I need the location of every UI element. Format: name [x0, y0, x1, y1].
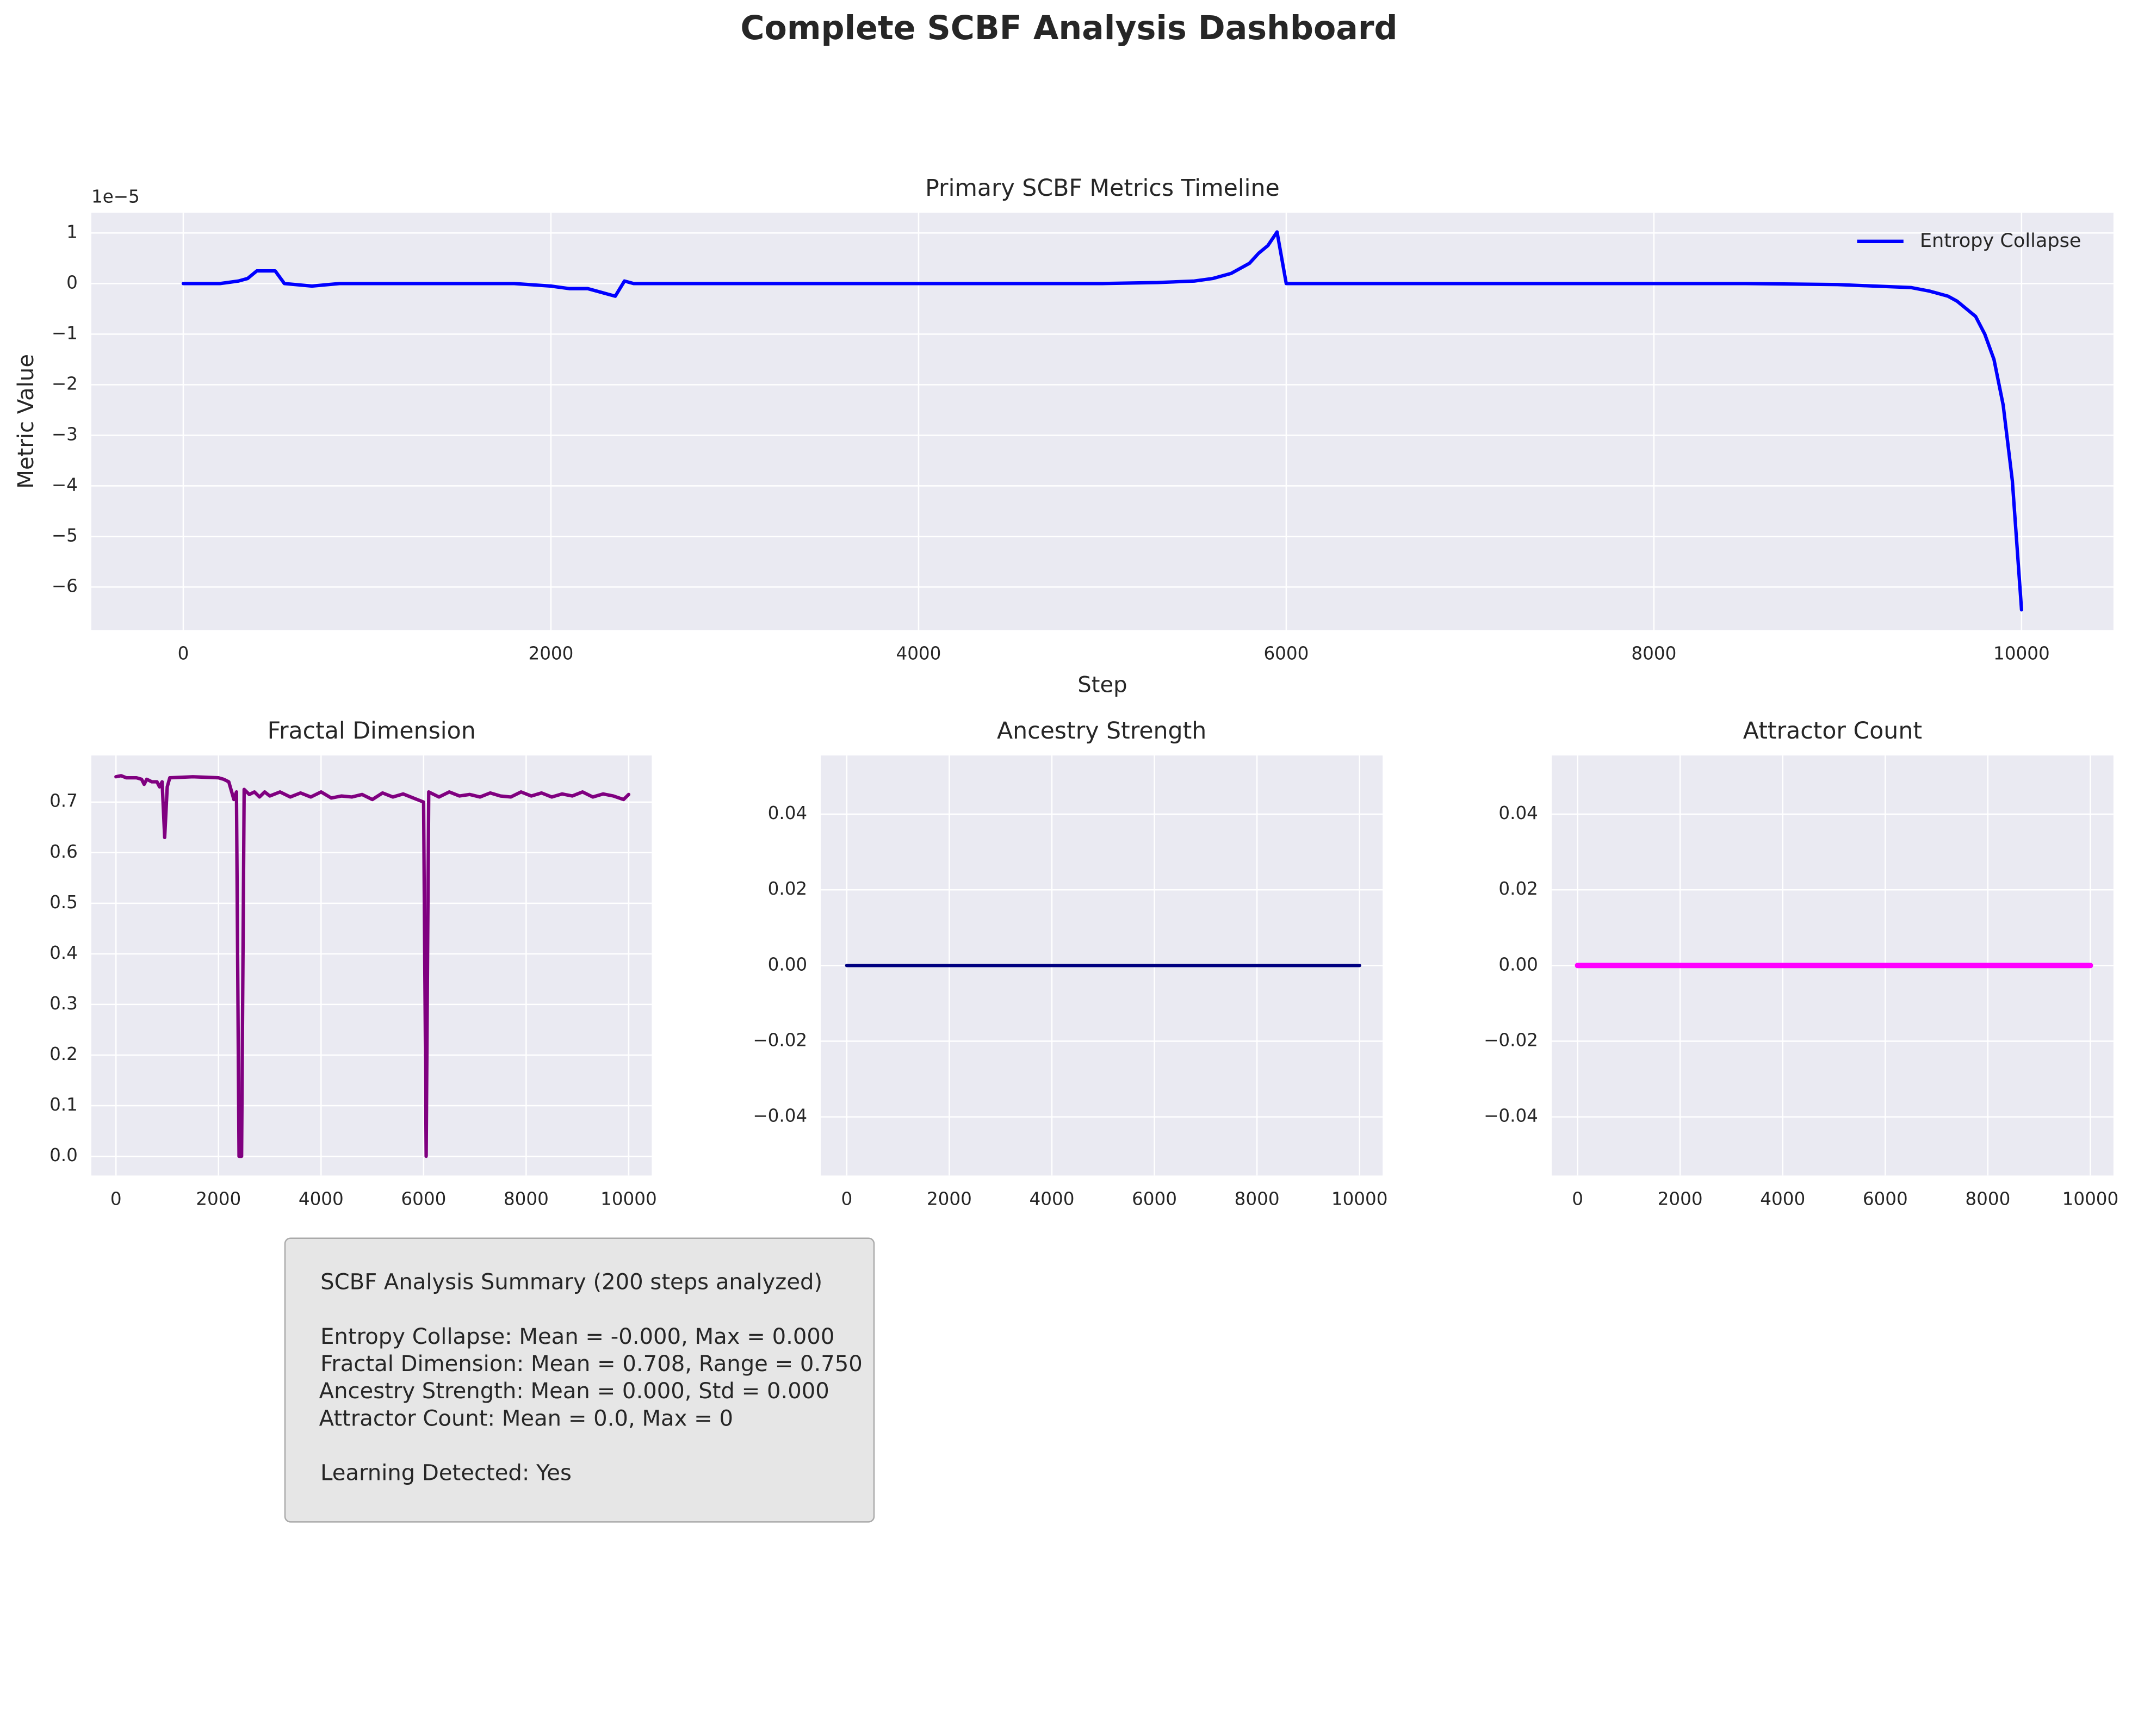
data-line: [181, 230, 2024, 612]
y-tick-label: 0.1: [49, 1094, 78, 1115]
y-tick-label: 0: [66, 272, 78, 293]
summary-line: SCBF Analysis Summary (200 steps analyze…: [320, 1270, 822, 1295]
summary-line: Entropy Collapse: Mean = -0.000, Max = 0…: [320, 1324, 834, 1349]
y-tick-label: 0.00: [768, 954, 808, 975]
data-line: [114, 774, 631, 1158]
x-tick-label: 6000: [1132, 1189, 1177, 1210]
y-tick-label: 0.04: [768, 803, 808, 823]
x-tick-label: 0: [841, 1189, 852, 1210]
x-tick-label: 8000: [1631, 643, 1676, 664]
y-tick-label: −0.02: [1484, 1030, 1538, 1050]
y-tick-label: 0.0: [49, 1145, 78, 1165]
y-tick-label: 0.04: [1498, 803, 1538, 823]
x-tick-label: 6000: [1863, 1189, 1908, 1210]
x-tick-label: 10000: [2062, 1189, 2119, 1210]
x-tick-label: 0: [110, 1189, 122, 1210]
x-axis-label: Step: [1077, 672, 1127, 697]
y-tick-label: 0.02: [1498, 878, 1538, 899]
x-tick-label: 4000: [1760, 1189, 1805, 1210]
axis-offset: 1e−5: [91, 187, 140, 207]
y-tick-label: −0.04: [753, 1106, 807, 1126]
y-tick-label: 0.7: [49, 791, 78, 811]
summary-line: Ancestry Strength: Mean = 0.000, Std = 0…: [319, 1379, 829, 1404]
plot-area: [91, 213, 2114, 630]
y-tick-label: 0.00: [1498, 954, 1538, 975]
x-tick-label: 10000: [1993, 643, 2050, 664]
x-tick-label: 6000: [1263, 643, 1309, 664]
x-tick-label: 2000: [528, 643, 573, 664]
y-tick-label: 0.5: [49, 892, 78, 913]
x-tick-label: 10000: [1331, 1189, 1388, 1210]
y-axis-label: Metric Value: [14, 354, 39, 489]
y-tick-label: 0.4: [49, 943, 78, 963]
y-tick-label: −0.04: [1484, 1106, 1538, 1126]
y-tick-label: 0.3: [49, 993, 78, 1014]
x-tick-label: 2000: [1658, 1189, 1703, 1210]
summary-box: [284, 1237, 875, 1523]
x-tick-label: 4000: [299, 1189, 344, 1210]
summary-line: Fractal Dimension: Mean = 0.708, Range =…: [320, 1351, 863, 1377]
summary-line: Attractor Count: Mean = 0.0, Max = 0: [319, 1406, 733, 1431]
y-tick-label: −0.02: [753, 1030, 807, 1050]
y-tick-label: −1: [52, 323, 78, 343]
plot-area: [91, 755, 652, 1176]
y-tick-label: −3: [52, 424, 78, 444]
summary-line: Learning Detected: Yes: [320, 1461, 572, 1486]
x-tick-label: 4000: [896, 643, 941, 664]
chart-title: Ancestry Strength: [997, 717, 1206, 745]
dashboard-title: Complete SCBF Analysis Dashboard: [740, 9, 1397, 47]
legend-label: Entropy Collapse: [1920, 230, 2081, 252]
y-tick-label: 0.02: [768, 878, 808, 899]
y-tick-label: −6: [52, 575, 78, 596]
x-tick-label: 2000: [927, 1189, 972, 1210]
chart-title: Fractal Dimension: [268, 717, 476, 745]
y-tick-label: 0.6: [49, 841, 78, 862]
x-tick-label: 10000: [600, 1189, 657, 1210]
x-tick-label: 8000: [1965, 1189, 2010, 1210]
y-tick-label: 0.2: [49, 1044, 78, 1064]
x-tick-label: 8000: [504, 1189, 549, 1210]
y-tick-label: −2: [52, 373, 78, 394]
x-tick-label: 4000: [1030, 1189, 1075, 1210]
x-tick-label: 8000: [1235, 1189, 1280, 1210]
x-tick-label: 0: [1572, 1189, 1583, 1210]
chart-title: Primary SCBF Metrics Timeline: [925, 175, 1280, 202]
y-tick-label: 1: [66, 221, 78, 242]
x-tick-label: 6000: [401, 1189, 446, 1210]
y-tick-label: −4: [52, 474, 78, 495]
x-tick-label: 0: [178, 643, 189, 664]
y-tick-label: −5: [52, 525, 78, 545]
chart-title: Attractor Count: [1743, 717, 1922, 745]
x-tick-label: 2000: [196, 1189, 241, 1210]
